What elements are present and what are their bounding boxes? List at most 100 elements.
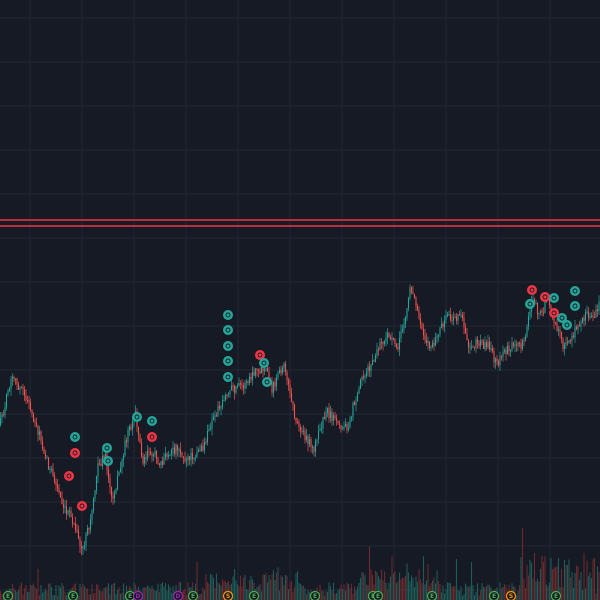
candle-body: [50, 468, 53, 470]
candle-body: [307, 436, 309, 445]
marker-glyph: [564, 322, 570, 328]
event-earnings-marker[interactable]: E: [187, 590, 199, 600]
candle-body: [59, 491, 62, 498]
volume-bar: [115, 594, 117, 600]
volume-bar: [100, 591, 102, 600]
candle-body: [376, 349, 378, 356]
marker-circle: [549, 293, 559, 303]
volume-bar: [230, 583, 233, 600]
candle-body: [230, 385, 233, 391]
candle-body: [262, 366, 264, 372]
volume-bar: [461, 595, 464, 600]
marker-glyph: [66, 473, 72, 479]
buy-marker[interactable]: [525, 299, 535, 309]
candle-body: [283, 363, 285, 368]
candle-body: [259, 370, 261, 374]
marker-circle: [570, 286, 580, 296]
candle-body: [481, 340, 483, 342]
event-circle: [67, 590, 79, 600]
candle-body: [562, 338, 564, 349]
buy-marker[interactable]: [70, 432, 80, 442]
candle-body: [77, 530, 80, 539]
volume-bar: [326, 591, 329, 600]
volume-bar: [56, 595, 59, 600]
volume-bar: [97, 584, 99, 600]
candle-body: [113, 493, 116, 499]
buy-marker[interactable]: [132, 412, 142, 422]
candle-body: [569, 340, 572, 342]
buy-marker[interactable]: [570, 286, 580, 296]
volume-bar: [83, 586, 86, 600]
volume-bar: [179, 582, 182, 600]
trade-markers[interactable]: [64, 285, 580, 511]
candle-body: [143, 457, 146, 464]
sell-marker[interactable]: [64, 471, 74, 481]
buy-marker[interactable]: [570, 301, 580, 311]
buy-marker[interactable]: [223, 310, 233, 320]
candle-body: [43, 448, 45, 454]
event-earnings-marker[interactable]: E: [248, 590, 260, 600]
event-earnings-marker[interactable]: E: [372, 590, 384, 600]
candle-body: [382, 342, 384, 344]
buy-marker[interactable]: [147, 416, 157, 426]
candle-body: [203, 441, 206, 451]
volume-bar: [439, 583, 441, 600]
candle-body: [458, 314, 461, 316]
buy-marker[interactable]: [223, 341, 233, 351]
candle-body: [340, 424, 342, 429]
event-earnings-marker[interactable]: E: [488, 590, 500, 600]
event-earnings-marker[interactable]: E: [2, 590, 14, 600]
sell-marker[interactable]: [549, 308, 559, 318]
candle-body: [278, 369, 281, 374]
buy-marker[interactable]: [103, 456, 113, 466]
sell-marker[interactable]: [70, 448, 80, 458]
buy-marker[interactable]: [562, 320, 572, 330]
volume-bar: [410, 575, 413, 600]
candle-body: [365, 371, 368, 376]
volume-bar: [197, 595, 200, 600]
buy-marker[interactable]: [223, 325, 233, 335]
buy-marker[interactable]: [223, 372, 233, 382]
candle-body: [98, 463, 101, 465]
buy-marker[interactable]: [102, 443, 112, 453]
buy-marker[interactable]: [262, 377, 272, 387]
event-split-marker[interactable]: S: [505, 590, 517, 600]
volume-bar: [371, 574, 374, 600]
sell-marker[interactable]: [255, 350, 265, 360]
marker-circle: [132, 412, 142, 422]
event-dividend-marker[interactable]: D: [172, 590, 184, 600]
event-split-marker[interactable]: S: [222, 590, 234, 600]
sell-marker[interactable]: [527, 285, 537, 295]
volume-bar: [133, 582, 135, 600]
candle-body: [110, 487, 113, 497]
volume-bar: [245, 589, 248, 600]
candle-body: [377, 349, 380, 351]
sell-marker[interactable]: [540, 292, 550, 302]
sell-marker[interactable]: [147, 432, 157, 442]
marker-glyph: [572, 303, 578, 309]
buy-marker[interactable]: [259, 358, 269, 368]
marker-circle: [570, 301, 580, 311]
event-dividend-marker[interactable]: D: [132, 590, 144, 600]
buy-marker[interactable]: [549, 293, 559, 303]
event-earnings-marker[interactable]: E: [550, 590, 562, 600]
event-earnings-marker[interactable]: E: [426, 590, 438, 600]
volume-bar: [161, 582, 164, 600]
volume-bar: [170, 592, 173, 600]
buy-marker[interactable]: [557, 313, 567, 323]
candle-body: [16, 378, 18, 385]
candle-body: [214, 415, 216, 417]
candle-body: [368, 366, 371, 371]
sell-marker[interactable]: [77, 501, 87, 511]
event-earnings-marker[interactable]: E: [67, 590, 79, 600]
event-markers[interactable]: EEEDDESEEEEEESE: [2, 590, 562, 600]
candle-body: [518, 342, 521, 344]
marker-glyph: [149, 418, 155, 424]
candle-body: [160, 461, 162, 466]
price-level-band[interactable]: [0, 219, 600, 227]
buy-marker[interactable]: [223, 356, 233, 366]
event-earnings-marker[interactable]: E: [309, 590, 321, 600]
candle-body: [19, 388, 21, 390]
